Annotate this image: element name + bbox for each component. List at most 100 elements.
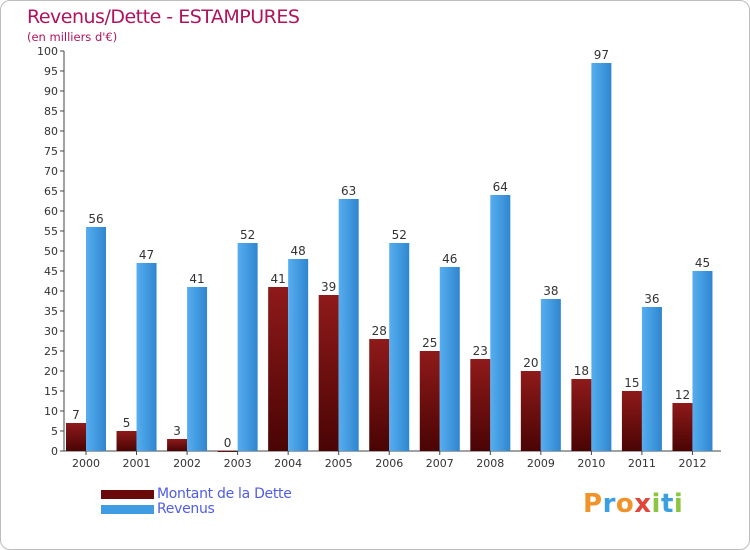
revenus-value-label: 56 (88, 212, 103, 226)
revenus-value-label: 52 (240, 228, 255, 242)
dette-value-label: 39 (321, 280, 336, 294)
y-tick-label: 65 (44, 185, 58, 198)
logo-letter: i (651, 489, 661, 519)
revenus-bar (591, 63, 612, 451)
dette-value-label: 25 (422, 336, 437, 350)
revenus-bar (86, 227, 106, 451)
y-tick-label: 0 (51, 445, 58, 458)
y-tick-label: 15 (44, 385, 58, 398)
dette-bar (520, 371, 541, 451)
revenus-value-label: 36 (644, 292, 659, 306)
dette-value-label: 15 (624, 376, 639, 390)
dette-value-label: 20 (523, 356, 538, 370)
logo-letter: r (602, 489, 616, 519)
dette-value-label: 5 (123, 416, 131, 430)
y-tick-label: 90 (44, 85, 58, 98)
dette-bar (672, 403, 693, 451)
x-tick-label: 2011 (628, 457, 656, 470)
logo-letter: o (615, 489, 635, 519)
revenus-bar (692, 271, 713, 451)
revenus-value-label: 63 (341, 184, 356, 198)
dette-value-label: 28 (372, 324, 387, 338)
x-tick-label: 2008 (476, 457, 504, 470)
dette-value-label: 12 (675, 388, 690, 402)
y-tick-label: 45 (44, 265, 58, 278)
revenus-value-label: 48 (291, 244, 306, 258)
revenus-value-label: 38 (543, 284, 558, 298)
proxiti-logo: Proxiti (583, 489, 683, 519)
y-tick-label: 80 (44, 125, 58, 138)
y-tick-label: 5 (51, 425, 58, 438)
revenus-bar (237, 243, 258, 451)
dette-bar (116, 431, 137, 451)
x-tick-label: 2001 (123, 457, 151, 470)
revenus-bar (490, 195, 511, 451)
logo-letter: x (634, 489, 652, 519)
dette-bar (571, 379, 592, 451)
legend-swatch-revenus (101, 505, 154, 514)
x-tick-label: 2007 (426, 457, 454, 470)
x-tick-label: 2012 (678, 457, 706, 470)
dette-bar (369, 339, 390, 451)
dette-bar (217, 451, 238, 452)
x-tick-label: 2006 (375, 457, 403, 470)
x-tick-label: 2000 (72, 457, 100, 470)
dette-bar (268, 287, 289, 451)
x-tick-label: 2010 (577, 457, 605, 470)
legend-swatch-dette (101, 490, 154, 499)
y-tick-label: 95 (44, 65, 58, 78)
y-tick-label: 40 (44, 285, 58, 298)
revenus-bar (641, 307, 662, 451)
dette-bar (470, 359, 491, 451)
y-tick-label: 100 (37, 45, 58, 58)
y-tick-label: 35 (44, 305, 58, 318)
revenus-bar (338, 199, 359, 451)
revenus-value-label: 45 (695, 256, 710, 270)
revenus-bar (288, 259, 309, 451)
logo-letter: t (660, 489, 674, 519)
dette-value-label: 23 (473, 344, 488, 358)
y-tick-label: 25 (44, 345, 58, 358)
x-tick-label: 2003 (224, 457, 252, 470)
y-tick-label: 85 (44, 105, 58, 118)
y-tick-label: 60 (44, 205, 58, 218)
y-tick-label: 70 (44, 165, 58, 178)
dette-bar (318, 295, 339, 451)
dette-value-label: 3 (173, 424, 181, 438)
revenus-bar (439, 267, 460, 451)
revenus-value-label: 97 (594, 48, 609, 62)
y-tick-label: 30 (44, 325, 58, 338)
x-tick-label: 2005 (325, 457, 353, 470)
dette-value-label: 18 (574, 364, 589, 378)
y-tick-label: 50 (44, 245, 58, 258)
chart-subtitle: (en milliers d'€) (27, 30, 118, 44)
legend-label-revenus: Revenus (157, 501, 215, 517)
chart-title: Revenus/Dette - ESTAMPURES (27, 6, 300, 28)
dette-value-label: 41 (271, 272, 286, 286)
y-tick-label: 75 (44, 145, 58, 158)
dette-bar (167, 439, 188, 451)
y-tick-label: 10 (44, 405, 58, 418)
revenus-bar (540, 299, 561, 451)
revenus-bar (389, 243, 410, 451)
dette-value-label: 7 (72, 408, 80, 422)
x-tick-label: 2002 (173, 457, 201, 470)
revenus-value-label: 47 (139, 248, 154, 262)
revenus-bar (187, 287, 208, 451)
logo-letter: i (673, 489, 684, 519)
dette-bar (419, 351, 440, 451)
logo-letter: P (583, 489, 603, 519)
y-tick-label: 20 (44, 365, 58, 378)
dette-value-label: 0 (224, 436, 232, 450)
dette-bar (66, 423, 86, 451)
x-tick-label: 2009 (527, 457, 555, 470)
revenus-value-label: 64 (493, 180, 508, 194)
revenus-value-label: 52 (392, 228, 407, 242)
revenus-value-label: 41 (189, 272, 204, 286)
revenus-value-label: 46 (442, 252, 457, 266)
x-tick-label: 2004 (274, 457, 302, 470)
dette-bar (621, 391, 642, 451)
y-tick-label: 55 (44, 225, 58, 238)
